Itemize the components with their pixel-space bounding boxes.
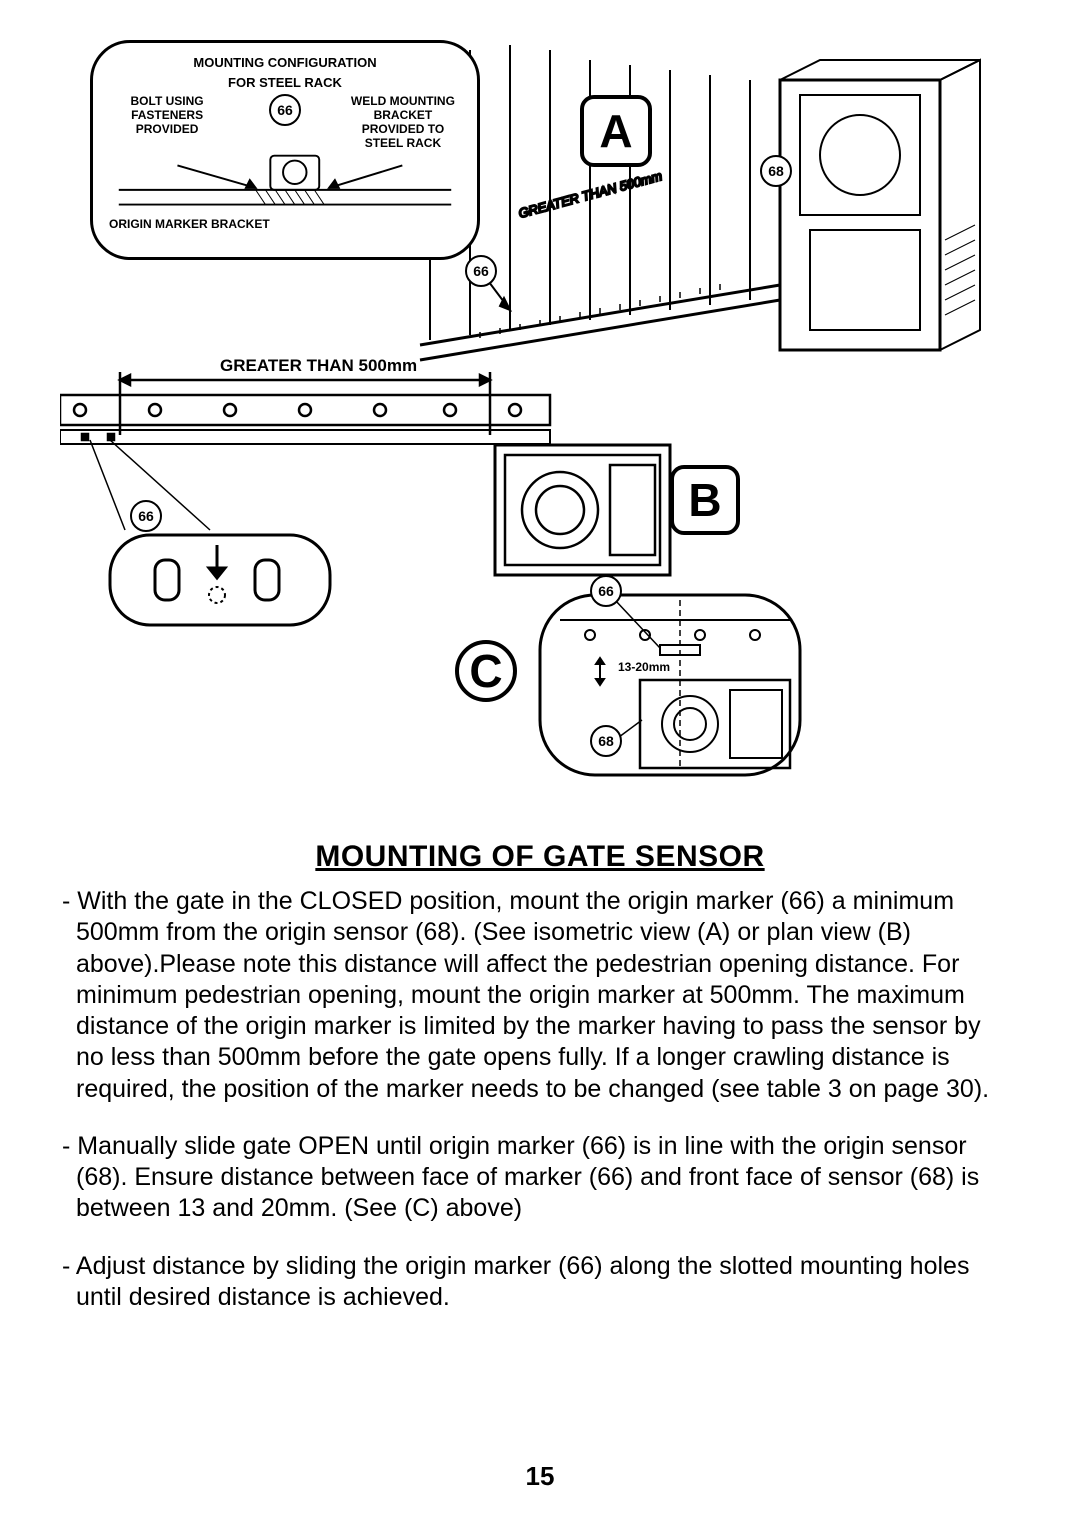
paragraph-1: - With the gate in the CLOSED position, …	[60, 886, 1020, 1105]
view-label-c: C	[455, 640, 517, 702]
measure-greater-500: GREATER THAN 500mm	[220, 356, 417, 376]
paragraph-3: - Adjust distance by sliding the origin …	[60, 1251, 1020, 1314]
measure-13-20mm: 13-20mm	[618, 660, 670, 674]
callout-mounting-config: MOUNTING CONFIGURATION FOR STEEL RACK BO…	[90, 40, 480, 260]
callout-title-l2: FOR STEEL RACK	[109, 75, 461, 91]
section-title: MOUNTING OF GATE SENSOR	[60, 840, 1020, 874]
callout-mini-diagram	[109, 150, 461, 220]
callout-left: BOLT USING FASTENERS PROVIDED	[109, 94, 225, 136]
badge-66-plan: 66	[130, 500, 162, 532]
page-number: 15	[0, 1461, 1080, 1492]
badge-66-iso: 66	[465, 255, 497, 287]
diagram-area: GREATER THAN 500mm	[60, 40, 1020, 820]
callout-title-l1: MOUNTING CONFIGURATION	[109, 55, 461, 71]
callout-right: WELD MOUNTING BRACKET PROVIDED TO STEEL …	[345, 94, 461, 150]
badge-66-callout: 66	[269, 94, 301, 126]
paragraph-2: - Manually slide gate OPEN until origin …	[60, 1131, 1020, 1225]
view-label-b: B	[670, 465, 740, 535]
badge-66-c: 66	[590, 575, 622, 607]
badge-68-c: 68	[590, 725, 622, 757]
badge-68-iso: 68	[760, 155, 792, 187]
view-label-a: A	[580, 95, 652, 167]
